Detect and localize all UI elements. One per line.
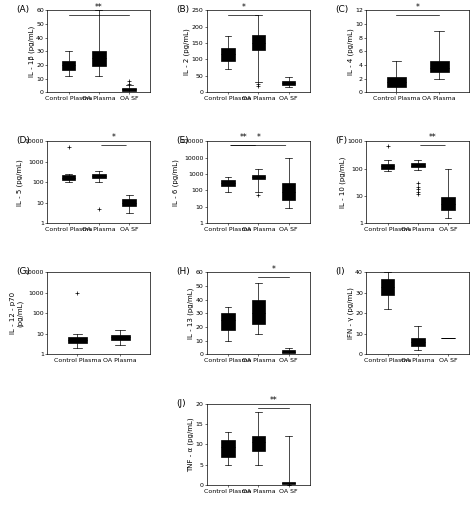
PathPatch shape — [252, 300, 265, 324]
Text: *: * — [416, 3, 420, 12]
Text: (H): (H) — [176, 267, 190, 276]
PathPatch shape — [387, 77, 406, 87]
Y-axis label: IL - 13 (pg/mL): IL - 13 (pg/mL) — [188, 288, 194, 339]
PathPatch shape — [68, 337, 87, 343]
PathPatch shape — [62, 61, 75, 71]
Text: *: * — [256, 133, 260, 142]
PathPatch shape — [62, 175, 75, 180]
Text: **: ** — [429, 133, 437, 142]
Y-axis label: IL - 6 (pg/mL): IL - 6 (pg/mL) — [172, 159, 179, 206]
PathPatch shape — [411, 338, 425, 346]
PathPatch shape — [92, 174, 106, 178]
PathPatch shape — [282, 482, 295, 484]
Text: (G): (G) — [17, 267, 30, 276]
Text: *: * — [272, 265, 275, 274]
Text: (C): (C) — [336, 5, 349, 14]
PathPatch shape — [282, 81, 295, 85]
PathPatch shape — [252, 175, 265, 179]
Text: *: * — [112, 133, 116, 142]
PathPatch shape — [411, 163, 425, 168]
Text: **: ** — [95, 3, 103, 12]
Y-axis label: TNF - α (pg/mL): TNF - α (pg/mL) — [188, 417, 194, 472]
Y-axis label: IL - 12 - p70
(pg/mL): IL - 12 - p70 (pg/mL) — [9, 292, 23, 334]
Text: **: ** — [270, 396, 277, 405]
Text: *: * — [241, 3, 245, 12]
PathPatch shape — [429, 61, 449, 72]
Y-axis label: IL - 4 (pg/mL): IL - 4 (pg/mL) — [347, 28, 354, 75]
PathPatch shape — [221, 180, 235, 187]
Text: (E): (E) — [176, 136, 189, 146]
PathPatch shape — [122, 88, 136, 90]
Y-axis label: IL - 5 (pg/mL): IL - 5 (pg/mL) — [17, 159, 23, 205]
PathPatch shape — [381, 278, 394, 295]
Y-axis label: IFN - γ (pg/mL): IFN - γ (pg/mL) — [347, 288, 354, 339]
PathPatch shape — [92, 51, 106, 66]
PathPatch shape — [221, 48, 235, 61]
Y-axis label: IL - 2 (pg/mL): IL - 2 (pg/mL) — [184, 28, 190, 75]
Y-axis label: IL - 10 (pg/mL): IL - 10 (pg/mL) — [339, 156, 346, 208]
PathPatch shape — [441, 197, 455, 210]
Y-axis label: IL - 1β (pg/mL): IL - 1β (pg/mL) — [28, 26, 35, 77]
PathPatch shape — [110, 335, 130, 340]
Text: (F): (F) — [336, 136, 347, 146]
PathPatch shape — [252, 35, 265, 50]
Text: (D): (D) — [17, 136, 30, 146]
PathPatch shape — [282, 350, 295, 353]
PathPatch shape — [221, 313, 235, 330]
PathPatch shape — [252, 436, 265, 451]
Text: (B): (B) — [176, 5, 189, 14]
PathPatch shape — [381, 164, 394, 169]
PathPatch shape — [221, 440, 235, 457]
PathPatch shape — [282, 183, 295, 200]
Text: (A): (A) — [17, 5, 30, 14]
Text: **: ** — [239, 133, 247, 142]
PathPatch shape — [122, 199, 136, 206]
Text: (I): (I) — [336, 267, 345, 276]
Text: (J): (J) — [176, 399, 186, 408]
